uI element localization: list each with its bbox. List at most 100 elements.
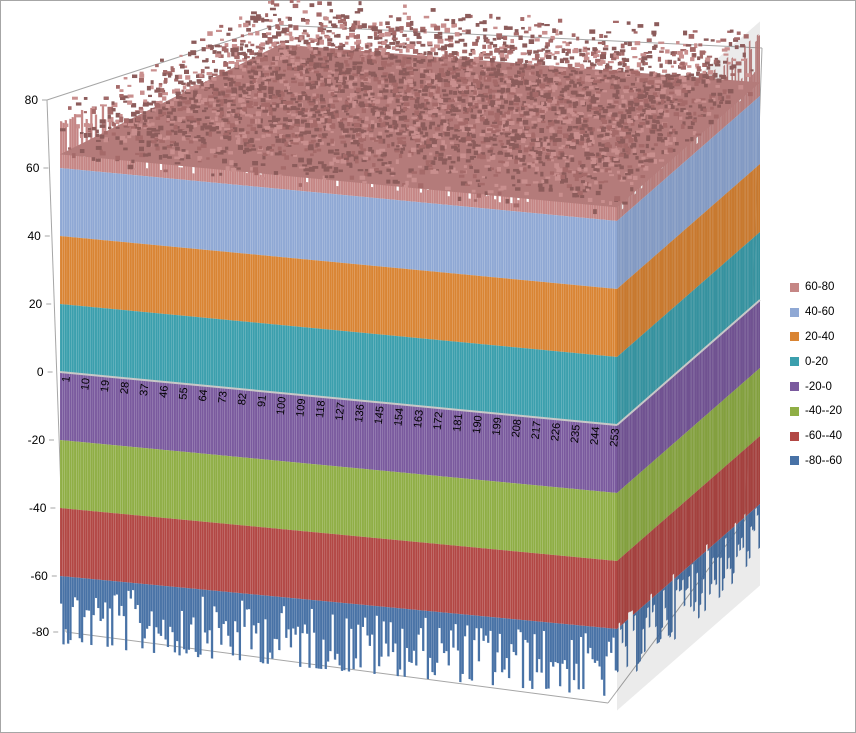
surface-band-20-40 xyxy=(445,272,448,341)
surface-band--40--20 xyxy=(589,490,592,559)
surface-band-0-20 xyxy=(435,339,439,408)
top-surface-cell xyxy=(265,133,271,137)
surface-band--20-0 xyxy=(396,404,399,473)
surface-band-40-60 xyxy=(648,191,651,262)
surface-band-20-40 xyxy=(691,222,694,292)
top-surface-cell xyxy=(545,176,551,179)
top-surface-cell xyxy=(423,155,427,160)
top-surface-cell xyxy=(339,89,345,93)
surface-band-40-60 xyxy=(287,189,290,258)
surface-band-40-60 xyxy=(678,165,681,235)
top-surface-cell xyxy=(498,160,504,163)
surface-band--60--40 xyxy=(104,512,107,581)
surface-band-20-40 xyxy=(370,265,374,334)
surface-band-60-80 xyxy=(80,109,84,171)
top-surface-cell xyxy=(326,142,331,146)
surface-band--80--60 xyxy=(148,584,151,627)
surface-band-40-60 xyxy=(405,200,409,270)
surface-band--20-0 xyxy=(85,374,88,443)
surface-band--40--20 xyxy=(680,436,683,506)
surface-band-40-60 xyxy=(201,181,204,250)
surface-band--40--20 xyxy=(241,457,244,526)
surface-band--60--40 xyxy=(141,515,144,584)
surface-band--20-0 xyxy=(702,348,705,418)
top-surface-cell xyxy=(208,98,214,102)
surface-band--60--40 xyxy=(629,548,632,613)
surface-band--20-0 xyxy=(704,347,706,417)
surface-band--80--60 xyxy=(524,620,527,641)
surface-band-20-40 xyxy=(477,275,481,344)
top-surface-cell xyxy=(334,149,340,152)
surface-band--20-0 xyxy=(591,422,594,491)
surface-band--80--60 xyxy=(677,574,679,581)
surface-band--20-0 xyxy=(215,386,218,456)
surface-band-0-20 xyxy=(417,338,420,407)
surface-band--60--40 xyxy=(152,516,156,586)
surface-band--60--40 xyxy=(333,534,337,603)
surface-band--20-0 xyxy=(326,397,330,466)
surface-band--80--60 xyxy=(377,606,381,667)
surface-band-60-80 xyxy=(634,193,637,206)
surface-band--60--40 xyxy=(73,509,77,578)
top-surface-cell xyxy=(468,181,473,185)
top-surface-cell xyxy=(194,150,199,154)
top-surface-cell xyxy=(398,115,405,121)
top-surface-cell xyxy=(241,108,246,111)
surface-band--40--20 xyxy=(403,472,406,541)
surface-band--20-0 xyxy=(666,380,668,450)
top-surface-cell xyxy=(252,160,259,166)
top-surface-cell xyxy=(197,80,204,84)
surface-band--60--40 xyxy=(280,528,283,598)
top-surface-cell xyxy=(158,125,164,131)
surface-band--80--60 xyxy=(410,609,413,664)
top-surface-cell xyxy=(209,148,216,154)
top-surface-cell xyxy=(140,90,145,95)
top-surface-cell xyxy=(265,147,270,151)
surface-band-20-40 xyxy=(183,247,186,316)
surface-band--20-0 xyxy=(710,341,713,412)
surface-band-0-20 xyxy=(99,307,102,376)
surface-band-40-60 xyxy=(343,194,346,264)
top-surface-cell xyxy=(72,96,78,100)
top-surface-cell xyxy=(431,139,437,145)
surface-band--60--40 xyxy=(656,524,659,595)
surface-band--60--40 xyxy=(71,509,74,578)
top-surface-cell xyxy=(516,117,522,122)
surface-band--80--60 xyxy=(659,590,662,640)
surface-band-20-40 xyxy=(127,242,130,311)
surface-band--80--60 xyxy=(682,570,684,581)
top-surface-cell xyxy=(212,50,217,54)
top-surface-cell xyxy=(165,104,170,109)
surface-band--20-0 xyxy=(549,418,553,487)
surface-band-40-60 xyxy=(563,215,566,285)
surface-band-20-40 xyxy=(632,273,635,344)
surface-band--40--20 xyxy=(261,459,265,528)
surface-band--40--20 xyxy=(354,468,358,537)
surface-band-0-20 xyxy=(350,331,353,400)
top-surface-cell xyxy=(227,102,231,108)
surface-band-60-80 xyxy=(66,151,70,169)
surface-band-0-20 xyxy=(231,320,235,389)
top-surface-cell xyxy=(478,182,485,186)
surface-band--20-0 xyxy=(632,409,635,480)
surface-band-0-20 xyxy=(477,343,481,412)
surface-band-20-40 xyxy=(227,251,230,321)
surface-band--60--40 xyxy=(201,521,204,590)
surface-band-20-40 xyxy=(629,276,632,346)
surface-band-60-80 xyxy=(582,202,585,218)
surface-band-40-60 xyxy=(329,193,332,262)
surface-band--20-0 xyxy=(503,414,506,483)
top-surface-cell xyxy=(124,118,129,124)
surface-band--20-0 xyxy=(540,417,543,486)
top-surface-cell xyxy=(513,203,520,208)
top-surface-cell xyxy=(365,116,369,121)
surface-band--80--60 xyxy=(113,581,116,596)
surface-band--20-0 xyxy=(222,387,225,456)
surface-band-40-60 xyxy=(336,194,339,263)
surface-band-20-40 xyxy=(162,245,165,314)
top-surface-cell xyxy=(156,87,161,92)
surface-band-0-20 xyxy=(206,317,209,387)
surface-band-40-60 xyxy=(173,178,177,248)
surface-band--20-0 xyxy=(370,401,374,470)
surface-band-0-20 xyxy=(324,329,327,398)
